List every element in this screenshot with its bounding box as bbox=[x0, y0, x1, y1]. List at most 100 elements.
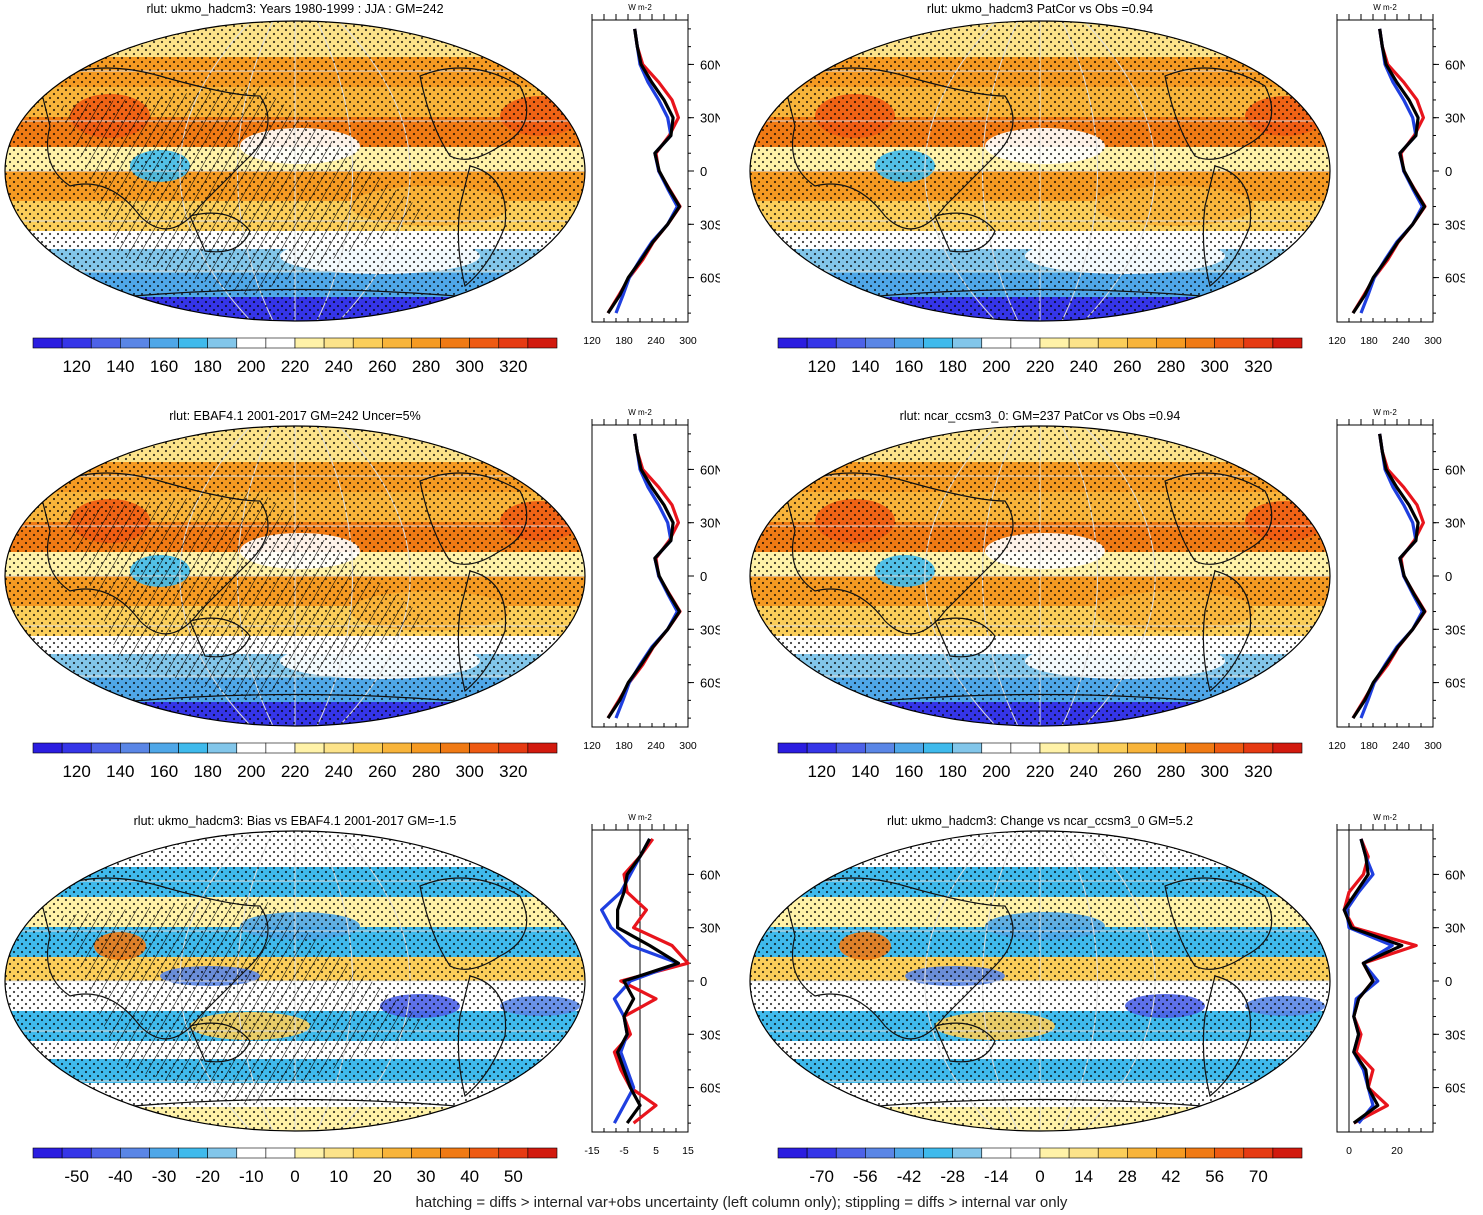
zonal-series-black bbox=[615, 838, 681, 1125]
colorbar-swatch bbox=[207, 337, 238, 349]
zonal-series-black bbox=[1351, 433, 1427, 719]
zonal-series-red bbox=[1342, 838, 1418, 1125]
colorbar-swatch bbox=[294, 742, 325, 754]
colorbar-label: 50 bbox=[504, 1167, 523, 1186]
colorbar-label: 140 bbox=[106, 357, 134, 376]
colorbar-swatch bbox=[61, 337, 92, 349]
colorbar-swatch bbox=[835, 742, 866, 754]
panel-title: rlut: EBAF4.1 2001-2017 GM=242 Uncer=5% bbox=[169, 409, 421, 423]
colorbar-swatch bbox=[1127, 337, 1157, 349]
colorbar-swatch bbox=[323, 742, 354, 754]
zonal-x-tick-label: 240 bbox=[647, 335, 665, 347]
lat-tick-label: 0 bbox=[700, 974, 707, 989]
colorbar-label: 220 bbox=[281, 762, 309, 781]
lat-tick-label: 30N bbox=[700, 111, 720, 126]
colorbar-swatch bbox=[894, 742, 924, 754]
colorbar-swatch bbox=[382, 337, 412, 349]
map-border bbox=[749, 425, 1331, 727]
colorbar-label: 220 bbox=[1026, 762, 1054, 781]
colorbar-label: 180 bbox=[938, 357, 966, 376]
zonal-unit-label: W m-2 bbox=[628, 3, 652, 12]
colorbar-label: 220 bbox=[281, 357, 309, 376]
map-border bbox=[4, 425, 586, 727]
panel-6: rlut: ukmo_hadcm3: Change vs ncar_ccsm3_… bbox=[745, 810, 1483, 1215]
colorbar-swatch bbox=[777, 1147, 808, 1159]
colorbar-swatch bbox=[865, 1147, 895, 1159]
colorbar-swatch bbox=[265, 742, 296, 754]
global-map bbox=[4, 830, 586, 1132]
colorbar-swatch bbox=[1272, 742, 1303, 754]
colorbar-label: 140 bbox=[851, 357, 879, 376]
colorbar-label: 260 bbox=[368, 357, 396, 376]
panel-3: rlut: EBAF4.1 2001-2017 GM=242 Uncer=5% … bbox=[0, 405, 740, 810]
colorbar-label: -20 bbox=[195, 1167, 220, 1186]
colorbar-label: -14 bbox=[984, 1167, 1009, 1186]
colorbar-swatch bbox=[32, 337, 63, 349]
colorbar-swatch bbox=[1127, 1147, 1157, 1159]
colorbar-swatch bbox=[835, 337, 866, 349]
colorbar-label: 240 bbox=[1069, 762, 1097, 781]
zonal-x-tick-label: 120 bbox=[583, 335, 601, 347]
stippling bbox=[750, 831, 1330, 1131]
zonal-x-tick-label: 180 bbox=[1360, 740, 1378, 752]
colorbar-swatch bbox=[149, 337, 179, 349]
lat-tick-label: 30N bbox=[1445, 921, 1465, 936]
global-map bbox=[749, 20, 1331, 322]
colorbar-label: -30 bbox=[152, 1167, 177, 1186]
map-border bbox=[749, 830, 1331, 1132]
colorbar-swatch bbox=[527, 742, 558, 754]
colorbar-label: 300 bbox=[1200, 357, 1228, 376]
colorbar-swatch bbox=[981, 1147, 1012, 1159]
colorbar-label: 70 bbox=[1249, 1167, 1268, 1186]
lat-tick-label: 30N bbox=[1445, 111, 1465, 126]
colorbar: 120 140 160 180 200 220 240 260 280 300 320 bbox=[32, 337, 558, 376]
panel-title: rlut: ncar_ccsm3_0: GM=237 PatCor vs Obs… bbox=[899, 409, 1181, 423]
zonal-mean-plot: W m-2 60N 30N 0 30S 60S -15 -5 5 15 bbox=[584, 813, 720, 1157]
colorbar-swatch bbox=[1272, 1147, 1303, 1159]
lat-tick-label: 60N bbox=[1445, 462, 1465, 477]
zonal-series-black bbox=[1351, 28, 1427, 314]
coastlines bbox=[784, 67, 1273, 302]
zonal-x-tick-label: 180 bbox=[1360, 335, 1378, 347]
colorbar-swatch bbox=[952, 1147, 983, 1159]
colorbar-swatch bbox=[61, 1147, 92, 1159]
colorbar-swatch bbox=[1010, 742, 1041, 754]
zonal-series-black bbox=[1342, 838, 1404, 1125]
zonal-x-tick-label: -5 bbox=[619, 1145, 628, 1157]
zonal-series-black bbox=[606, 28, 682, 314]
colorbar-swatch bbox=[952, 742, 983, 754]
colorbar-swatch bbox=[527, 337, 558, 349]
coastlines bbox=[39, 472, 528, 707]
colorbar-label: 56 bbox=[1205, 1167, 1224, 1186]
zonal-x-tick-label: 240 bbox=[647, 740, 665, 752]
zonal-unit-label: W m-2 bbox=[628, 813, 652, 822]
stippling bbox=[750, 21, 1330, 321]
colorbar-swatch bbox=[1214, 1147, 1245, 1159]
global-map bbox=[4, 425, 586, 727]
zonal-series-black bbox=[606, 433, 682, 719]
colorbar-swatch bbox=[178, 742, 208, 754]
colorbar: 120 140 160 180 200 220 240 260 280 300 320 bbox=[777, 742, 1303, 781]
zonal-mean-plot: W m-2 60N 30N 0 30S 60S 120 180 240 300 bbox=[583, 3, 720, 347]
colorbar-swatch bbox=[469, 337, 500, 349]
colorbar-swatch bbox=[894, 337, 924, 349]
colorbar-swatch bbox=[1185, 742, 1215, 754]
panel-4: rlut: ncar_ccsm3_0: GM=237 PatCor vs Obs… bbox=[745, 405, 1483, 810]
map-field bbox=[750, 426, 1330, 726]
lat-tick-label: 60N bbox=[1445, 867, 1465, 882]
colorbar-swatch bbox=[777, 742, 808, 754]
colorbar-label: -42 bbox=[897, 1167, 922, 1186]
colorbar-label: 280 bbox=[1157, 762, 1185, 781]
zonal-x-tick-label: 15 bbox=[682, 1145, 694, 1157]
map-field bbox=[5, 21, 585, 321]
zonal-unit-label: W m-2 bbox=[1373, 3, 1397, 12]
coastlines bbox=[39, 67, 528, 302]
map-border bbox=[4, 20, 586, 322]
colorbar-swatch bbox=[352, 337, 383, 349]
colorbar-swatch bbox=[32, 1147, 63, 1159]
colorbar-label: 320 bbox=[499, 762, 527, 781]
zonal-x-tick-label: 300 bbox=[1424, 335, 1442, 347]
lat-tick-label: 60S bbox=[700, 676, 720, 691]
lat-tick-label: 0 bbox=[700, 164, 707, 179]
colorbar-swatch bbox=[178, 337, 208, 349]
